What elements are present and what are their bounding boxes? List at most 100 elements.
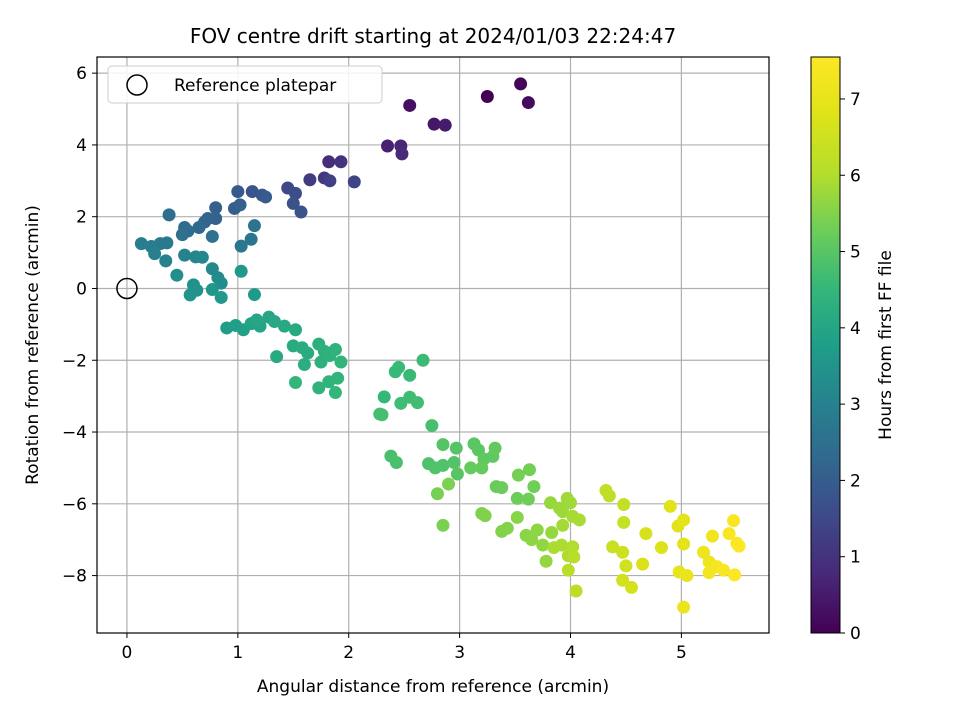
data-point — [205, 283, 219, 297]
data-point — [159, 254, 173, 268]
data-point — [425, 419, 439, 433]
data-point — [436, 518, 450, 532]
data-point — [183, 288, 197, 302]
data-point — [680, 569, 694, 583]
data-point — [527, 480, 541, 494]
data-points — [134, 77, 746, 614]
data-point — [522, 463, 536, 477]
data-point — [334, 155, 348, 169]
data-point — [572, 513, 586, 527]
data-point — [277, 319, 291, 333]
data-point — [530, 523, 544, 537]
data-point — [195, 250, 209, 264]
data-point — [331, 371, 345, 385]
data-point — [245, 185, 259, 199]
data-point — [436, 458, 450, 472]
data-point — [555, 538, 569, 552]
data-point — [436, 438, 450, 452]
data-point — [556, 518, 570, 532]
data-point — [205, 229, 219, 243]
x-axis-ticks: 0 1 2 3 4 5 — [122, 633, 687, 663]
data-point — [214, 290, 228, 304]
data-point — [521, 96, 535, 110]
data-point — [599, 484, 613, 498]
data-point — [347, 175, 361, 189]
colorbar-tick-label: 7 — [850, 90, 861, 110]
data-point — [322, 155, 336, 169]
data-point — [447, 456, 461, 470]
data-point — [536, 538, 550, 552]
data-point — [209, 201, 223, 215]
data-point — [288, 323, 302, 337]
data-point — [178, 248, 192, 262]
data-point — [705, 529, 719, 543]
data-point — [416, 353, 430, 367]
colorbar-label: Hours from first FF file — [876, 250, 896, 440]
data-point — [654, 541, 668, 555]
data-point — [639, 527, 653, 541]
data-point — [567, 550, 581, 564]
data-point — [636, 557, 650, 571]
colorbar-tick-label: 6 — [850, 166, 861, 186]
data-point — [449, 441, 463, 455]
data-point — [438, 118, 452, 132]
data-point — [619, 559, 633, 573]
data-point — [430, 487, 444, 501]
data-point — [323, 174, 337, 188]
data-point — [521, 492, 535, 506]
data-point — [728, 568, 742, 582]
data-point — [381, 139, 395, 153]
data-point — [134, 237, 148, 251]
data-point — [297, 358, 311, 372]
data-point — [259, 190, 273, 204]
data-point — [464, 461, 478, 475]
data-point — [175, 228, 189, 242]
data-point — [478, 509, 492, 523]
data-point — [488, 441, 502, 455]
data-point — [556, 505, 570, 519]
data-point — [495, 481, 509, 495]
data-point — [427, 117, 441, 131]
data-point — [514, 77, 528, 91]
legend-marker-reference — [126, 74, 148, 96]
colorbar-gradient — [810, 56, 841, 634]
data-point — [301, 346, 315, 360]
data-point — [561, 563, 575, 577]
y-tick-label: 4 — [76, 136, 87, 156]
y-tick-label: 2 — [76, 208, 87, 228]
data-point — [717, 563, 731, 577]
data-point — [288, 186, 302, 200]
data-point — [617, 498, 631, 512]
data-point — [375, 408, 389, 422]
y-tick-label: 0 — [76, 279, 87, 299]
data-point — [234, 239, 248, 253]
y-tick-label: −4 — [62, 423, 87, 443]
data-point — [303, 173, 317, 187]
x-tick-label: 5 — [676, 643, 687, 663]
data-point — [312, 381, 326, 395]
data-point — [566, 540, 580, 554]
reference-platepar-point — [116, 277, 138, 300]
data-point — [377, 390, 391, 404]
x-axis-label: Angular distance from reference (arcmin) — [257, 677, 609, 697]
data-point — [677, 600, 691, 614]
chart-title: FOV centre drift starting at 2024/01/03 … — [190, 24, 676, 48]
colorbar-ticks: 0 1 2 3 4 5 6 7 — [840, 90, 861, 644]
data-point — [395, 147, 409, 161]
data-point — [697, 545, 711, 559]
data-point — [510, 510, 524, 524]
data-point — [500, 521, 514, 535]
data-point — [170, 268, 184, 282]
colorbar-tick-label: 3 — [850, 395, 861, 415]
data-point — [148, 247, 162, 261]
data-point — [328, 386, 342, 400]
legend-box — [107, 65, 383, 104]
data-point — [442, 477, 456, 491]
data-point — [192, 220, 206, 234]
legend-label-reference: Reference platepar — [174, 76, 336, 96]
data-point — [511, 468, 525, 482]
data-point — [267, 314, 281, 328]
data-point — [569, 584, 583, 598]
data-point — [480, 89, 494, 103]
reference-marker — [116, 277, 138, 300]
